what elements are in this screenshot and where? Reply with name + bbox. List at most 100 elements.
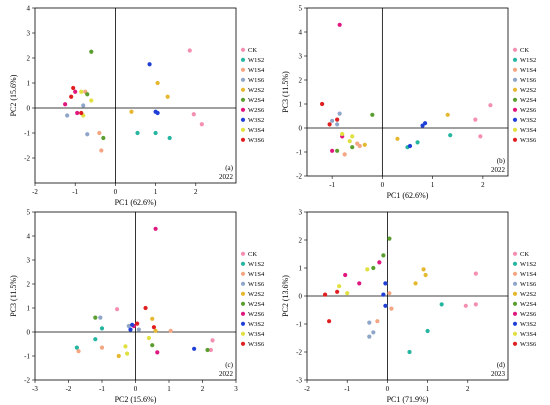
point-w1s4 [97,130,102,136]
x-tick-label: 1 [426,385,430,393]
y-tick-label: 0 [27,329,31,337]
point-w2s4 [387,236,392,241]
point-w2s2 [423,272,428,278]
point-ck [191,112,196,117]
y-tick-label: 2 [27,55,31,63]
x-axis-title: PC1 (62.6%) [115,198,157,207]
point-w1s4 [168,328,173,333]
legend-label-ck: CK [520,251,529,258]
point-w1s4 [76,349,81,354]
legend-marker-w2s6 [240,107,246,112]
legend-marker-w1s6 [512,77,518,82]
point-w3s4 [79,89,84,94]
legend-label-w2s6: W2S6 [520,107,537,114]
legend-marker-w2s4 [240,97,246,102]
y-tick-label: 3 [299,53,303,61]
legend-marker-w1s4 [240,67,246,72]
x-tick-label: 2 [201,385,205,393]
point-w1s6 [367,320,372,325]
legend-marker-w1s6 [240,77,246,82]
y-tick-label: -1 [296,321,302,329]
legend-label-w2s6: W2S6 [248,107,265,114]
y-tick-label: 0 [299,125,303,133]
legend-marker-w3s2 [512,321,518,326]
legend-marker-w2s2 [512,87,518,92]
legend-label-w1s6: W1S6 [520,77,537,84]
y-tick-label: 1 [299,101,303,109]
point-w3s2 [383,303,388,308]
point-w3s4 [146,335,151,341]
legend-marker-w2s6 [512,107,518,112]
point-w2s4 [85,92,90,97]
point-w1s2 [407,349,412,355]
point-w1s2 [448,133,453,138]
plot-frame [34,7,237,184]
point-w2s2 [150,316,155,321]
point-w1s6 [367,334,372,339]
y-axis-title: PC2 (13.6%) [281,275,290,317]
point-w1s2 [439,302,444,307]
legend-label-w2s4: W2S4 [520,97,537,104]
point-w1s6 [85,132,90,137]
legend-marker-w3s6 [512,137,518,142]
legend-label-ck: CK [520,47,529,54]
point-w3s6 [319,101,325,107]
point-w2s2 [413,281,418,286]
legend-marker-ck [512,251,518,256]
y-tick-label: 2 [299,77,303,85]
y-tick-label: 4 [27,233,31,241]
point-ck [208,347,213,353]
x-tick-label: 0 [386,385,390,393]
y-tick-label: -2 [296,349,302,357]
point-w3s4 [365,267,370,272]
x-axis-title: PC1 (71.9%) [387,395,429,404]
point-ck [199,122,204,127]
point-w2s2 [153,328,158,333]
point-w3s6 [69,94,74,99]
y-tick-label: 3 [27,257,31,265]
legend-marker-ck [240,47,246,52]
legend-label-w3s6: W3S6 [248,341,265,348]
point-w2s4 [205,347,210,353]
point-w1s6 [65,113,70,118]
point-w1s4 [387,291,392,296]
y-tick-label: 0 [27,105,31,113]
point-w3s6 [322,292,328,297]
point-w1s2 [153,130,158,136]
y-tick-label: -1 [24,130,30,138]
point-w3s2 [381,292,386,297]
panel-a: -2 -1 0 1 2 -2 -1 0 1 2 3 4 PC1 (62.6%) PC2 (15.6%) (a… [9,5,265,208]
legend-marker-ck [512,47,518,52]
panel-year: 2022 [219,173,234,181]
y-tick-label: 1 [27,305,31,313]
panel-year: 2023 [491,370,506,378]
legend-label-w3s2: W3S2 [520,321,536,328]
legend-label-w3s6: W3S6 [520,341,537,348]
point-w3s2 [192,346,197,351]
point-w2s2 [129,109,134,114]
point-w3s2 [383,281,388,286]
point-w3s4 [123,344,128,349]
legend-label-ck: CK [248,251,257,258]
x-tick-label: 3 [234,385,238,393]
point-w2s4 [89,49,94,54]
point-w2s6 [153,226,158,231]
y-tick-label: 2 [27,281,31,289]
point-w2s4 [350,145,355,150]
legend-label-w1s4: W1S4 [248,271,265,278]
point-w2s6 [357,281,362,286]
y-tick-label: -3 [296,377,302,385]
x-tick-label: -1 [99,385,105,393]
legend-marker-w2s6 [512,311,518,316]
point-ck [114,307,120,312]
point-w1s6 [81,103,86,108]
point-w1s2 [93,337,98,342]
point-w1s2 [74,345,79,350]
legend-marker-w2s6 [240,311,246,316]
point-w2s4 [150,343,155,348]
legend-label-w2s4: W2S4 [248,301,265,308]
point-w1s4 [375,319,380,324]
y-tick-label: 1 [27,80,31,88]
legend-label-w2s2: W2S2 [248,291,264,298]
